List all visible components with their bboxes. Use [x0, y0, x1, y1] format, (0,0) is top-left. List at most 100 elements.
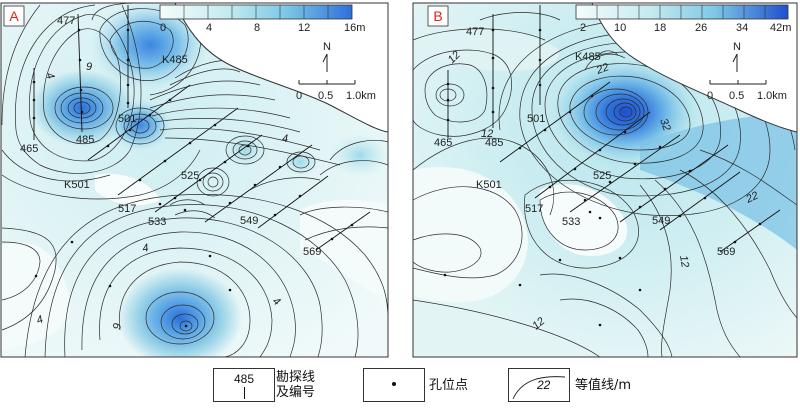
contour-label: 4	[43, 71, 56, 81]
scale-tick: 1.0km	[757, 90, 787, 102]
line-label-533: 533	[148, 216, 166, 228]
line-label-k501: K501	[64, 179, 90, 191]
exploration-line	[534, 111, 651, 199]
contour-label: 32	[657, 117, 672, 133]
panel-b-line-labels: 477 K485 501 485 465 K501 517 525 533 54…	[434, 26, 735, 258]
panel-a-frame	[0, 2, 389, 358]
legend-line-symbol	[244, 387, 245, 399]
line-label-485: 485	[485, 137, 503, 149]
colorbar-tick: 26	[695, 22, 707, 34]
legend-contour-text: 等值线/m	[575, 378, 632, 393]
panel-a-thickness-map	[1, 3, 388, 357]
line-label-477: 477	[57, 15, 75, 27]
scale-tick: 0	[296, 90, 302, 102]
colorbar-tick: 0	[160, 22, 166, 34]
panel-a-scale-bar: 0 0.5 1.0km	[296, 80, 376, 102]
panel-a-north-arrow: N	[322, 41, 331, 72]
panel-a-colorbar: 0 4 8 12 16m	[159, 4, 365, 34]
scale-tick: 0.5	[318, 90, 333, 102]
exploration-line	[719, 209, 781, 253]
contour-label: 12	[677, 254, 691, 268]
colorbar-tick: 16m	[344, 22, 365, 34]
thickness-high-zone	[550, 57, 700, 167]
borehole-points	[32, 28, 354, 328]
low-zone	[539, 184, 628, 256]
contour-label: 12	[481, 128, 493, 140]
contour-label: 9	[86, 61, 92, 73]
coastline-land	[591, 3, 797, 133]
line-label-501: 501	[527, 113, 545, 125]
scale-tick: 0.5	[729, 90, 744, 102]
line-label-k501: K501	[476, 179, 502, 191]
scale-tick: 0	[707, 90, 713, 102]
panel-b-thickness-map	[413, 3, 797, 357]
thickness-mid-zone	[223, 132, 267, 168]
legend-line-number-text-1: 勘探线	[276, 370, 316, 385]
north-arrow-icon	[732, 53, 738, 72]
panel-b-frame	[412, 2, 798, 358]
panel-b-colorbar: 2 10 18 26 34 42m	[575, 4, 791, 34]
contour-lines	[413, 12, 797, 357]
exploration-line	[87, 84, 191, 161]
colorbar-tick: 34	[736, 22, 748, 34]
coastline-land	[174, 3, 388, 133]
exploration-line	[204, 144, 313, 223]
contour-label: 4	[35, 313, 45, 326]
panel-b-letter: B	[433, 8, 442, 24]
colorbar-tick: 8	[254, 22, 260, 34]
legend-line-number-key: 485	[213, 368, 275, 402]
legend-borehole-key	[363, 368, 425, 402]
legend-line-number-sample: 485	[233, 372, 255, 386]
line-label-569: 569	[303, 246, 321, 258]
low-zone	[413, 166, 528, 303]
colorbar-tick: 10	[614, 22, 626, 34]
panel-a-letter: A	[9, 8, 19, 24]
exploration-line	[117, 107, 239, 196]
legend-contour-key: 22	[508, 368, 570, 402]
panel-b-label: B	[427, 5, 449, 27]
contour-label: 22	[594, 61, 611, 77]
line-label-501: 501	[118, 113, 136, 125]
line-label-k485: K485	[162, 54, 188, 66]
exploration-line	[315, 211, 371, 251]
scale-tick: 1.0km	[346, 90, 376, 102]
contour-label: 4	[141, 242, 149, 255]
panel-b-scale-bar: 0 0.5 1.0km	[707, 80, 787, 102]
line-label-549: 549	[240, 215, 258, 227]
low-zone	[95, 173, 160, 206]
exploration-line	[619, 144, 729, 223]
exploration-line	[154, 134, 263, 213]
line-label-465: 465	[20, 143, 38, 155]
contour-label: 4	[282, 133, 288, 145]
thickness-mid-zone	[280, 148, 320, 176]
line-label-465: 465	[434, 137, 452, 149]
low-zone	[1, 242, 71, 350]
borehole-points	[443, 28, 762, 327]
low-zone	[300, 200, 388, 300]
panel-a-line-labels: 477 K485 501 485 465 K501 517 525 533 54…	[20, 15, 321, 258]
colorbar-tick: 12	[298, 22, 310, 34]
thickness-high-zone	[108, 99, 172, 151]
panel-a-label: A	[3, 5, 25, 27]
borehole-dot-icon	[392, 382, 396, 386]
line-label-485: 485	[76, 134, 94, 146]
thickness-high-zone	[30, 70, 134, 146]
panel-b-contour-labels: 12 12 22 22 32 12 12	[446, 49, 761, 332]
contour-label: 22	[743, 190, 760, 206]
line-label-525: 525	[181, 170, 199, 182]
north-label: N	[323, 41, 331, 53]
north-label: N	[733, 41, 741, 53]
line-label-477: 477	[466, 26, 484, 38]
legend-borehole-text: 孔位点	[429, 378, 469, 393]
contour-lines	[1, 3, 388, 357]
line-label-533: 533	[562, 216, 580, 228]
colorbar-tick: 2	[580, 22, 586, 34]
colorbar-tick: 42m	[770, 22, 791, 34]
low-zone	[413, 300, 620, 357]
contour-line-icon	[512, 376, 566, 400]
line-label-549: 549	[652, 215, 670, 227]
contour-label: 9	[111, 322, 124, 330]
thickness-high-zone	[118, 268, 242, 357]
exploration-line	[569, 134, 681, 213]
